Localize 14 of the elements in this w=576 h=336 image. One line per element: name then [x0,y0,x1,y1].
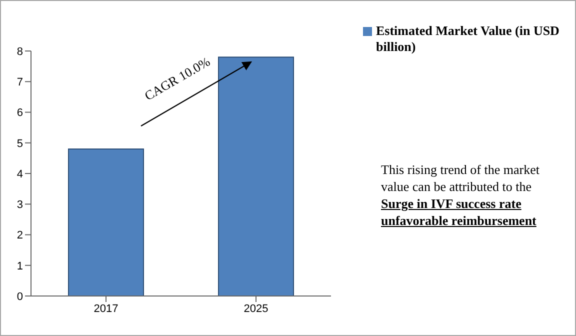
y-tick-label: 4 [16,168,23,180]
legend-label: Estimated Market Value (in USD billion) [376,23,560,55]
y-tick-label: 8 [16,46,23,58]
x-tick-label: 2025 [244,302,268,315]
y-tick-label: 3 [16,199,23,212]
y-tick-label: 0 [16,290,23,303]
y-tick-label: 6 [16,107,23,120]
text: This rising trend of the market value can be attributed to the [381,161,540,195]
x-tick-label: 2017 [94,302,118,315]
y-tick-label: 5 [16,138,23,150]
y-tick-label: 1 [16,260,23,272]
y-tick-label: 7 [16,76,23,89]
text: Surge in IVF success rate unfavorable reimbursement [381,195,538,229]
y-tick-label: 2 [16,230,23,242]
